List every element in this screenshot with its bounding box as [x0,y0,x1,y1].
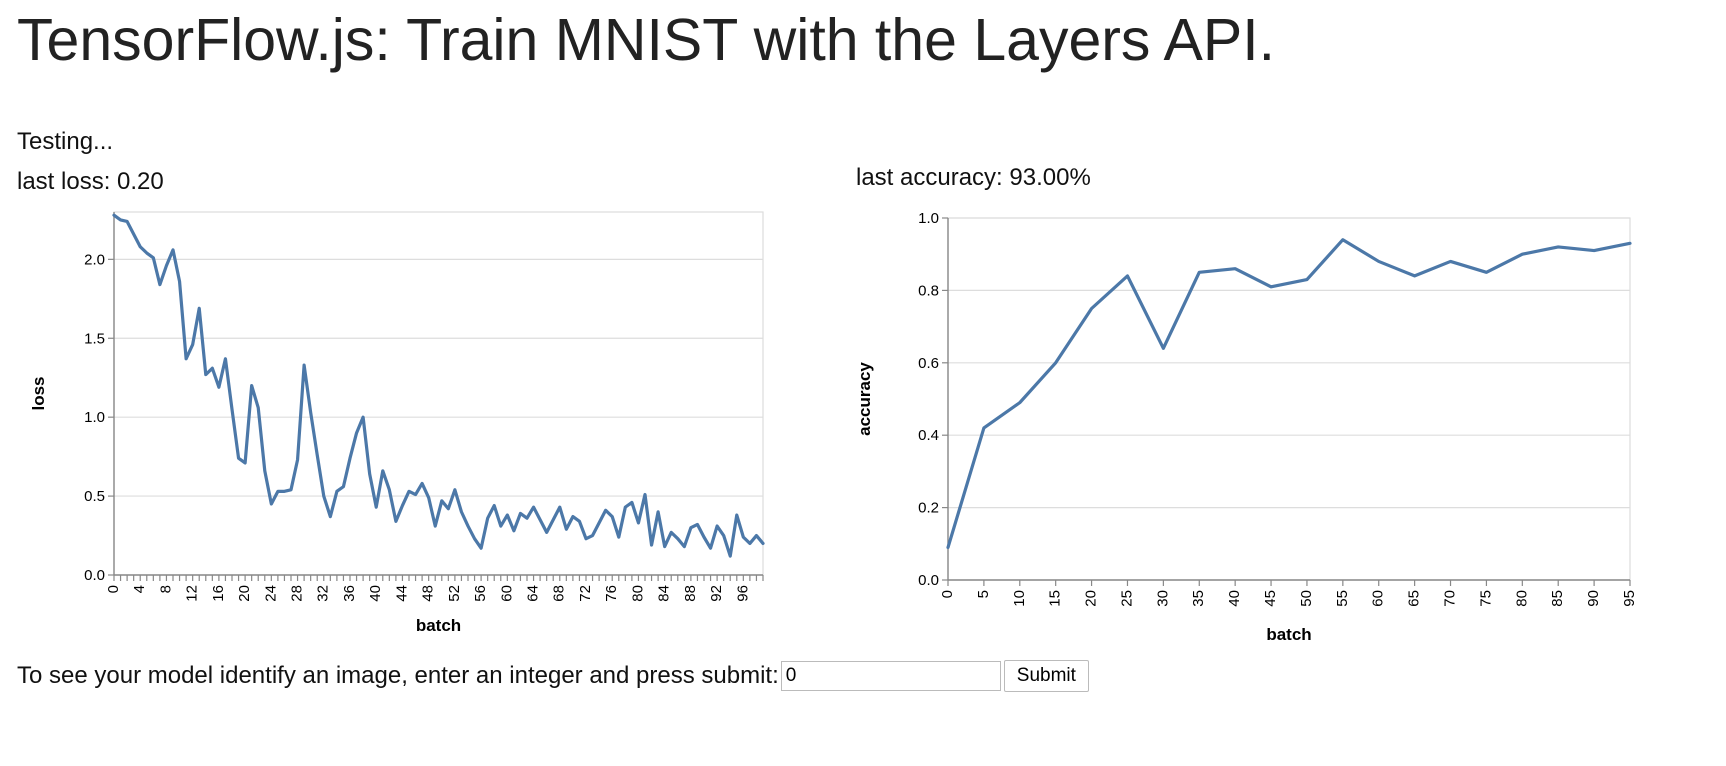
x-tick-label: 70 [1441,590,1458,607]
x-tick-label: 50 [1298,590,1315,607]
x-tick-label: 90 [1585,590,1602,607]
x-tick-label: 32 [315,585,332,602]
accuracy-chart: 0.0 0.2 0.4 0.6 0.8 1.0 0 5 10 15 20 25 30 35 40 45 50 55… [855,210,1638,644]
x-tick-label: 65 [1406,590,1423,607]
y-tick-label: 0.6 [918,355,939,372]
x-tick-label: 10 [1011,590,1028,607]
y-axis-title: accuracy [855,362,874,436]
x-tick-label: 24 [262,585,279,602]
y-tick-label: 1.0 [918,210,939,227]
x-tick-label: 76 [603,585,620,602]
x-tick-label: 64 [525,585,542,602]
x-tick-label: 92 [708,585,725,602]
x-tick-label: 52 [446,585,463,602]
x-tick-label: 60 [1370,590,1387,607]
x-tick-label: 4 [131,585,148,593]
x-tick-label: 40 [367,585,384,602]
predict-form: To see your model identify an image, ent… [17,659,1089,693]
status-text: Testing... [17,128,114,155]
x-tick-label: 88 [682,585,699,602]
y-tick-label: 0.0 [84,567,105,584]
x-tick-label: 20 [1083,590,1100,607]
y-tick-label: 0.8 [918,282,939,299]
y-axis-title: loss [29,376,48,410]
x-tick-label: 35 [1190,590,1207,607]
x-tick-label: 80 [629,585,646,602]
x-tick-label: 84 [656,585,673,602]
x-tick-label: 0 [105,585,122,593]
y-tick-label: 0.0 [918,572,939,589]
x-tick-label: 55 [1334,590,1351,607]
x-tick-label: 8 [157,585,174,593]
x-tick-label: 60 [498,585,515,602]
last-accuracy-label: last accuracy: 93.00% [856,164,1091,191]
x-tick-label: 85 [1549,590,1566,607]
submit-button[interactable]: Submit [1003,660,1089,692]
y-tick-label: 0.5 [84,488,105,505]
x-axis-title: batch [416,616,461,635]
x-tick-label: 30 [1154,590,1171,607]
x-tick-label: 28 [289,585,306,602]
page-title: TensorFlow.js: Train MNIST with the Laye… [17,7,1276,73]
x-tick-label: 45 [1262,590,1279,607]
x-tick-label: 75 [1477,590,1494,607]
x-tick-label: 5 [975,590,992,598]
x-tick-label: 48 [420,585,437,602]
x-tick-label: 72 [577,585,594,602]
x-tick-label: 15 [1047,590,1064,607]
grid-lines [114,258,763,497]
x-tick-label: 44 [393,585,410,602]
plot-frame [947,217,1631,581]
x-tick-label: 95 [1621,590,1638,607]
x-tick-label: 20 [236,585,253,602]
y-tick-label: 1.0 [84,409,105,426]
x-axis-title: batch [1266,625,1311,644]
x-tick-label: 80 [1513,590,1530,607]
series-line [112,213,765,558]
x-tick-label: 56 [472,585,489,602]
grid-lines [948,217,1630,509]
y-tick-label: 2.0 [84,251,105,268]
image-index-input[interactable] [780,661,1001,691]
x-tick-label: 68 [551,585,568,602]
x-tick-label: 16 [210,585,227,602]
x-tick-label: 36 [341,585,358,602]
x-tick-label: 96 [734,585,751,602]
last-loss-label: last loss: 0.20 [17,168,164,195]
x-tick-label: 40 [1226,590,1243,607]
series-line [946,238,1632,550]
x-tick-label: 12 [184,585,201,602]
y-tick-label: 1.5 [84,330,105,347]
y-tick-label: 0.4 [918,427,939,444]
x-tick-label: 0 [939,590,956,598]
plot-frame [113,211,764,576]
loss-chart: 0.00.51.01.52.00 4 8 12 16 20 24 28 32 36 40 44 48 52… [29,211,765,635]
x-tick-label: 25 [1118,590,1135,607]
predict-prompt: To see your model identify an image, ent… [17,662,779,689]
y-tick-label: 0.2 [918,500,939,517]
